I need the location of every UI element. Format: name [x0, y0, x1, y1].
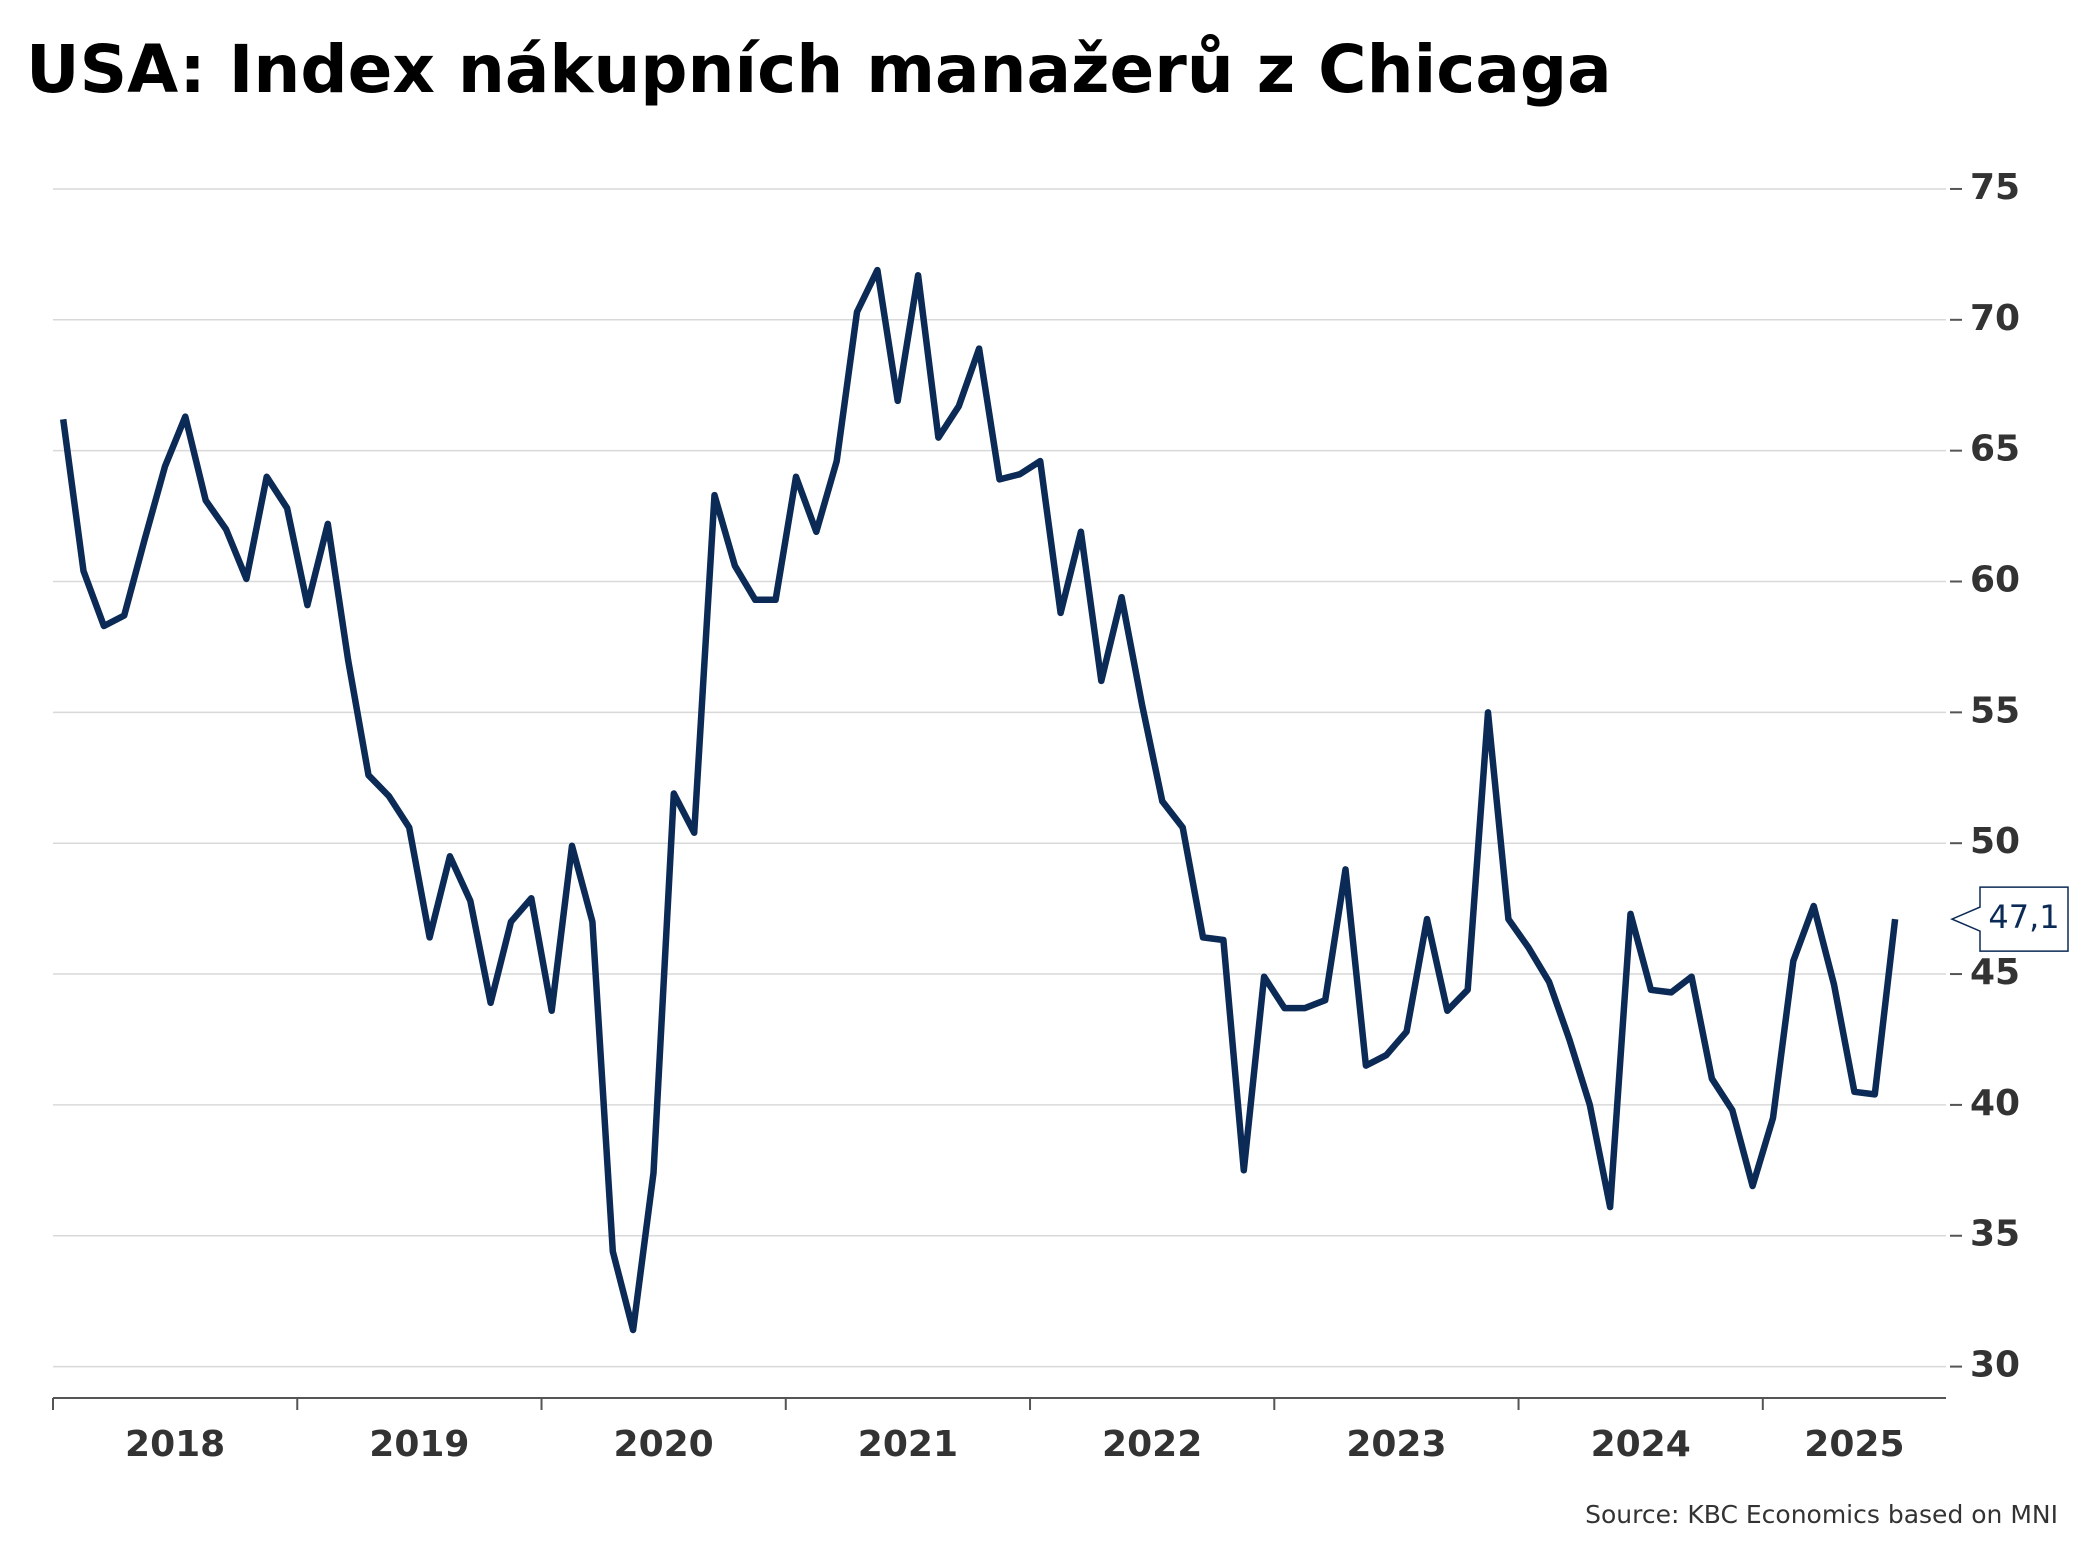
- value-label: 47,1: [1988, 898, 2059, 936]
- y-tick-label: 40: [1970, 1083, 2020, 1124]
- x-tick-label: 2018: [125, 1424, 225, 1465]
- y-tick-label: 55: [1970, 690, 2020, 731]
- source-note: Source: KBC Economics based on MNI: [1585, 1500, 2058, 1529]
- y-tick-label: 60: [1970, 560, 2020, 601]
- y-tick-label: 75: [1970, 167, 2020, 208]
- y-tick-label: 45: [1970, 952, 2020, 993]
- y-tick-label: 50: [1970, 821, 2020, 862]
- y-tick-label: 35: [1970, 1214, 2020, 1255]
- x-tick-label: 2020: [614, 1424, 714, 1465]
- chart-title: USA: Index nákupních manažerů z Chicaga: [26, 31, 1612, 108]
- y-tick-label: 70: [1970, 298, 2020, 339]
- x-tick-label: 2023: [1346, 1424, 1446, 1465]
- value-callout: [1950, 886, 2069, 952]
- x-tick-label: 2022: [1102, 1424, 1202, 1465]
- y-tick-label: 30: [1970, 1345, 2020, 1386]
- x-tick-label: 2021: [858, 1424, 958, 1465]
- y-tick-label: 65: [1970, 429, 2020, 470]
- data-line: [59, 266, 1899, 1334]
- x-tick-label: 2019: [369, 1424, 469, 1465]
- x-tick-label: 2024: [1591, 1424, 1691, 1465]
- x-tick-label: 2025: [1804, 1424, 1904, 1465]
